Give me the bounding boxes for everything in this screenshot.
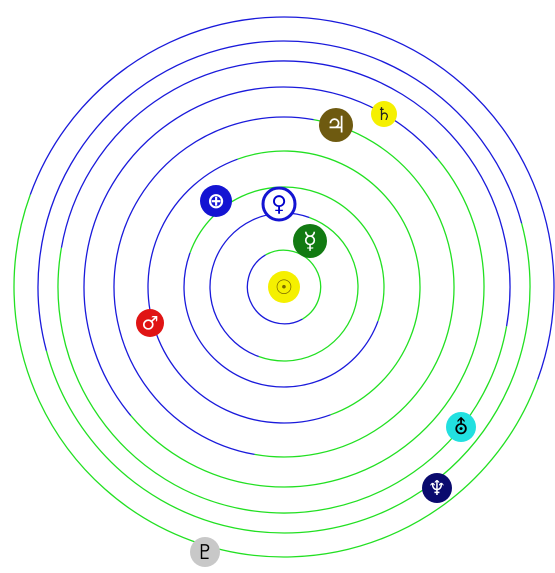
planet-neptune: ♆ — [422, 473, 452, 503]
planet-venus: ♀ — [261, 186, 297, 222]
orbit-9-arc-a — [13, 194, 539, 558]
mercury-icon — [293, 224, 327, 258]
orbit-3-arc-b — [183, 252, 379, 388]
planet-earth: ⊕ — [200, 185, 232, 217]
neptune-symbol: ♆ — [428, 476, 446, 500]
saturn-symbol: ♄ — [376, 105, 392, 125]
orbit-5-arc-a — [254, 118, 455, 458]
orbit-7-arc-b — [60, 60, 511, 327]
orbit-8-arc-b — [37, 40, 523, 351]
sun-icon — [268, 271, 300, 303]
planet-uranus: ⛢ — [446, 412, 476, 442]
venus-icon — [261, 186, 297, 222]
neptune-icon — [422, 473, 452, 503]
orbit-8-arc-a — [45, 223, 531, 534]
planet-saturn: ♄ — [371, 101, 397, 127]
uranus-icon — [446, 412, 476, 442]
jupiter-icon — [319, 108, 353, 142]
orbit-4-arc-a — [237, 150, 421, 416]
orbit-6-arc-a — [130, 158, 485, 488]
sun-symbol: ☉ — [275, 275, 293, 299]
pluto-icon — [190, 537, 220, 567]
planet-jupiter: ♃ — [319, 108, 353, 142]
planet-pluto: ♇ — [190, 537, 220, 567]
mars-symbol: ♂ — [142, 312, 159, 334]
orbit-1-arc-b — [246, 254, 303, 325]
orbit-4-arc-b — [147, 158, 331, 424]
jupiter-symbol: ♃ — [326, 113, 347, 139]
mars-icon — [136, 309, 164, 337]
sun: ☉ — [268, 271, 300, 303]
planets: ☿ ♀ ⊕ ♂ ♃ ♄ ⛢ ♆ ♇ — [136, 101, 476, 567]
orbit-9-arc-b — [29, 16, 555, 380]
planet-mercury: ☿ — [293, 224, 327, 258]
orbit-5-arc-b — [113, 116, 314, 456]
orbit-rings — [13, 16, 555, 558]
earth-symbol: ⊕ — [207, 189, 225, 214]
saturn-icon — [371, 101, 397, 127]
orbit-1-arc-a — [265, 249, 322, 320]
venus-symbol: ♀ — [271, 192, 287, 217]
mercury-symbol: ☿ — [303, 229, 317, 255]
pluto-symbol: ♇ — [196, 540, 214, 564]
uranus-symbol: ⛢ — [454, 415, 469, 439]
orbit-6-arc-b — [83, 86, 438, 416]
orbit-2-arc-a — [258, 216, 359, 362]
earth-icon — [200, 185, 232, 217]
planet-mars: ♂ — [136, 309, 164, 337]
